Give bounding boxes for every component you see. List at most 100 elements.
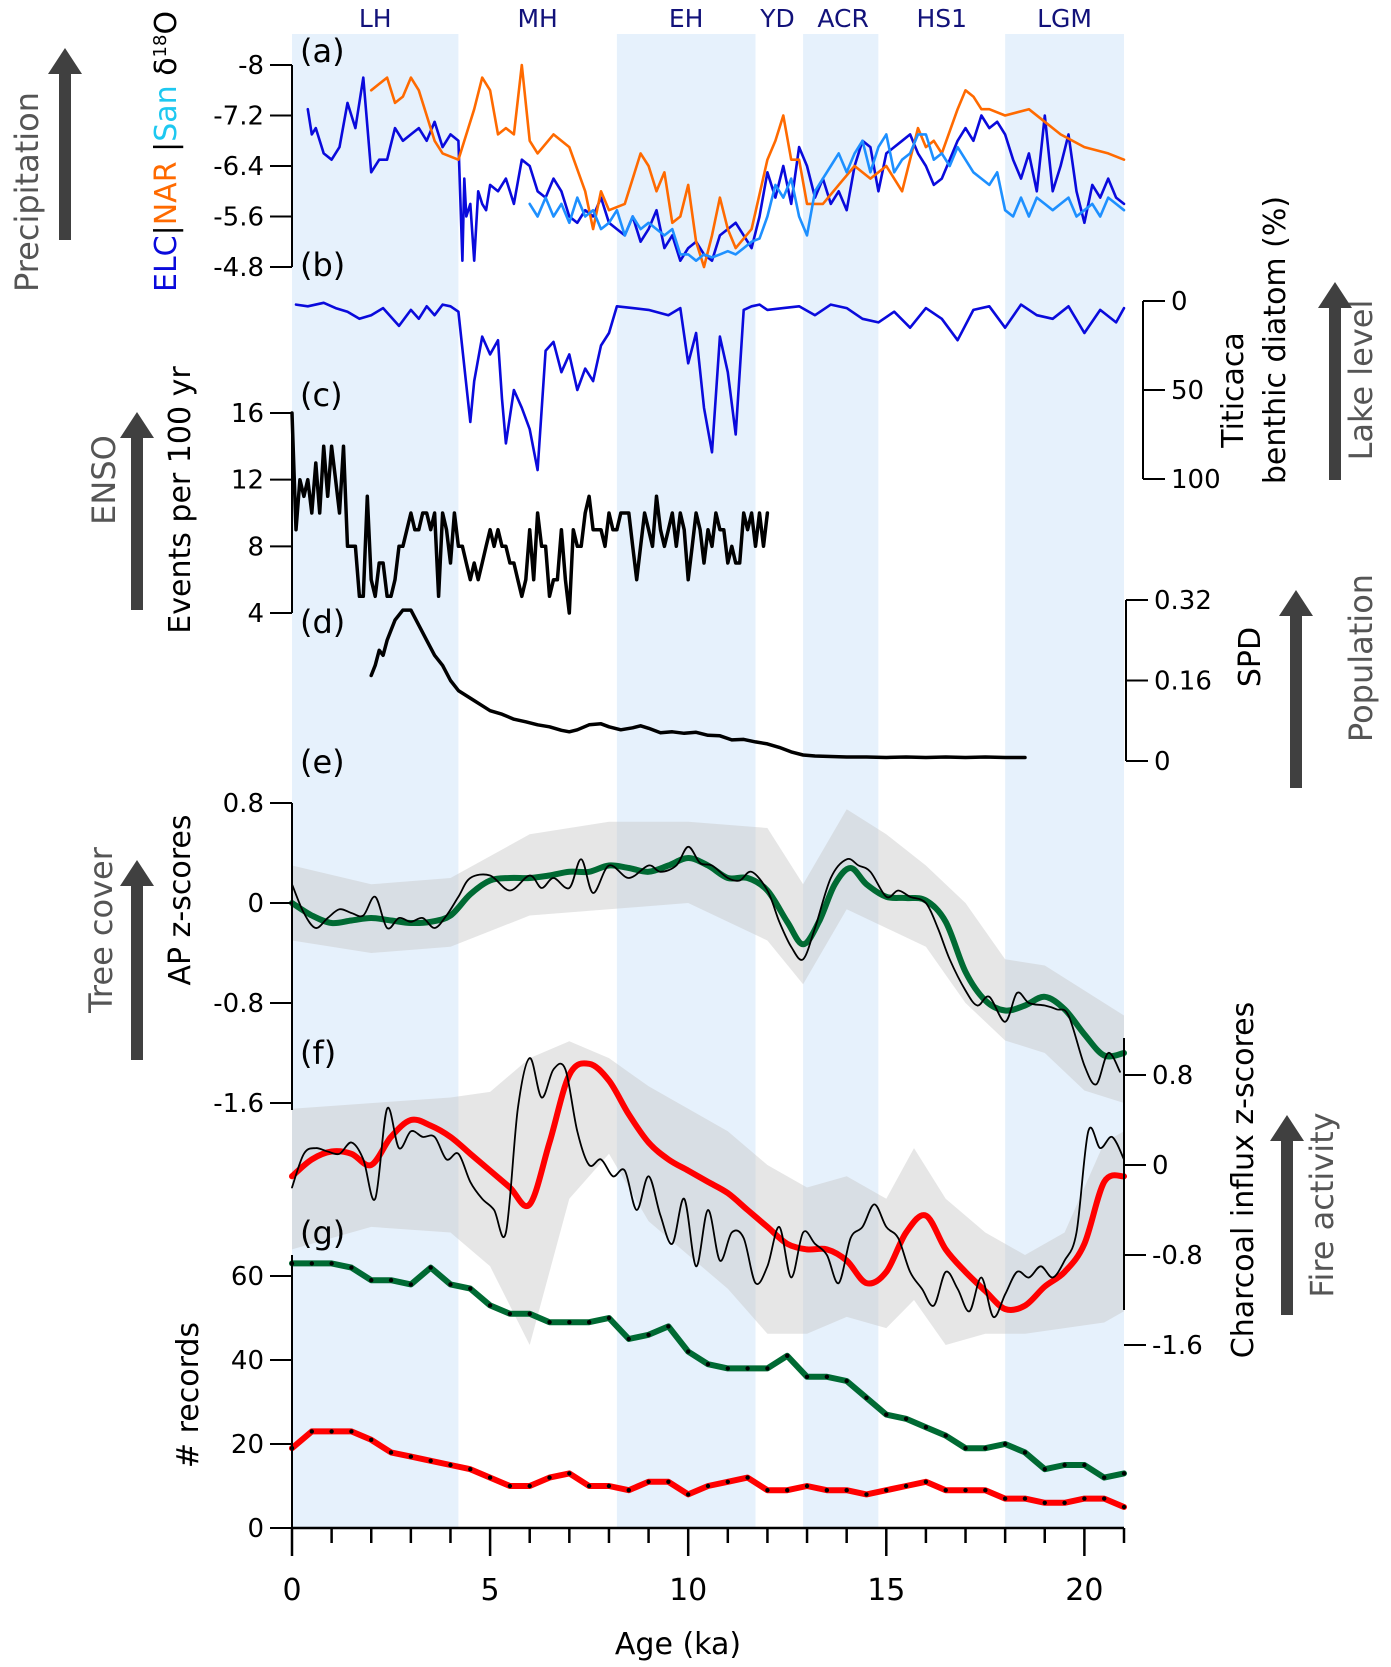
indicator-label-f: Fire activity bbox=[1303, 1112, 1341, 1297]
y-axis-title-c: Events per 100 yr bbox=[163, 366, 198, 634]
data-point bbox=[1042, 1500, 1047, 1506]
series-san bbox=[528, 133, 1126, 262]
data-point bbox=[567, 1471, 572, 1476]
data-point bbox=[963, 1488, 968, 1493]
precipitation-arrow bbox=[48, 48, 82, 240]
data-point bbox=[567, 1320, 572, 1325]
title-part: ELC bbox=[149, 235, 184, 292]
period-band-eh bbox=[616, 34, 756, 1528]
data-point bbox=[1002, 1496, 1008, 1501]
data-point bbox=[824, 1374, 830, 1380]
period-label-eh: EH bbox=[669, 4, 704, 33]
panel-g bbox=[289, 1260, 1127, 1510]
period-label-lgm: LGM bbox=[1037, 4, 1092, 33]
data-point bbox=[369, 1437, 374, 1443]
arrow-head bbox=[120, 860, 154, 886]
indicator-label-c: ENSO bbox=[85, 435, 123, 525]
tree-cover-arrow bbox=[120, 860, 154, 1060]
enso-arrow bbox=[120, 412, 154, 610]
title-part: | bbox=[149, 225, 184, 235]
indicator-label-d: Population bbox=[1342, 574, 1380, 742]
x-axis-title: Age (ka) bbox=[615, 1627, 741, 1662]
data-point bbox=[408, 1454, 414, 1459]
y-axis-title-d: SPD bbox=[1233, 627, 1268, 687]
data-point bbox=[309, 1429, 315, 1434]
y-tick-label-c: 8 bbox=[247, 532, 264, 562]
arrow-head bbox=[120, 412, 154, 438]
data-point bbox=[884, 1412, 889, 1417]
panel-e bbox=[289, 809, 1127, 1103]
arrow-head bbox=[1279, 590, 1313, 616]
data-point bbox=[923, 1479, 929, 1485]
series-titicaca-benthic-diatom bbox=[294, 301, 1126, 472]
data-point bbox=[1022, 1496, 1028, 1501]
data-point bbox=[844, 1488, 849, 1493]
data-point bbox=[1082, 1462, 1087, 1468]
y-tick-label-e: 0.8 bbox=[223, 789, 264, 819]
data-point bbox=[527, 1483, 532, 1489]
indicator-label-b: Lake level bbox=[1342, 300, 1380, 461]
indicator-label-a: Precipitation bbox=[8, 92, 46, 292]
data-point bbox=[428, 1458, 433, 1464]
data-point bbox=[765, 1366, 770, 1371]
data-point bbox=[943, 1433, 948, 1438]
data-point bbox=[983, 1446, 988, 1451]
data-point bbox=[388, 1450, 394, 1455]
data-point bbox=[1121, 1471, 1127, 1476]
arrow-shaft bbox=[1290, 612, 1302, 788]
labels-layer: (a)(b)(c)(d)(e)(f)(g)ELC|NAR |San δ18O (… bbox=[8, 0, 1380, 1468]
y-tick-label-d: 0.32 bbox=[1154, 586, 1212, 616]
y-tick-label-b: 100 bbox=[1171, 465, 1221, 495]
data-point bbox=[606, 1483, 612, 1489]
y-tick-label-a: -8 bbox=[238, 51, 264, 81]
data-point bbox=[388, 1278, 394, 1283]
y-tick-label-c: 12 bbox=[231, 466, 264, 496]
y-tick-label-b: 50 bbox=[1171, 376, 1204, 406]
x-tick-label: 20 bbox=[1065, 1573, 1103, 1608]
data-point bbox=[983, 1488, 988, 1493]
y-tick-label-a: -5.6 bbox=[213, 203, 264, 233]
data-point bbox=[666, 1324, 671, 1329]
panel-label-a: (a) bbox=[300, 32, 345, 70]
data-point bbox=[666, 1479, 671, 1485]
y-axis-title-b-line2: benthic diatom (%) bbox=[1258, 196, 1293, 484]
panel-label-e: (e) bbox=[300, 743, 345, 781]
data-point bbox=[646, 1479, 651, 1485]
period-bands bbox=[292, 34, 1124, 1528]
title-part: δ bbox=[149, 57, 184, 85]
indicator-label-e: Tree cover bbox=[82, 846, 120, 1014]
data-point bbox=[864, 1395, 869, 1401]
panel-c bbox=[290, 411, 770, 615]
y-tick-label-e: 0 bbox=[247, 889, 264, 919]
panel-label-c: (c) bbox=[300, 376, 343, 414]
series-ap-z-scores-raw bbox=[291, 845, 1121, 1086]
data-point bbox=[1022, 1450, 1028, 1455]
data-point bbox=[804, 1483, 810, 1489]
data-point bbox=[804, 1374, 810, 1380]
data-point bbox=[547, 1475, 552, 1480]
data-point bbox=[963, 1446, 968, 1451]
arrow-shaft bbox=[59, 70, 71, 240]
panel-label-f: (f) bbox=[300, 1034, 336, 1072]
y-tick-label-c: 16 bbox=[231, 399, 264, 429]
data-point bbox=[903, 1416, 909, 1422]
y-tick-label-g: 60 bbox=[231, 1262, 264, 1292]
data-point bbox=[1082, 1496, 1087, 1501]
lake-level-arrow bbox=[1318, 282, 1352, 480]
y-axis-title-a: ELC|NAR |San δ18O (‰ VPDB) bbox=[149, 0, 184, 292]
y-tick-label-f: 0 bbox=[1152, 1151, 1169, 1181]
data-point bbox=[745, 1366, 750, 1371]
population-arrow bbox=[1279, 590, 1313, 788]
y-tick-label-f: 0.8 bbox=[1152, 1061, 1193, 1091]
x-tick-label: 0 bbox=[282, 1573, 301, 1608]
data-point bbox=[527, 1311, 532, 1317]
y-tick-label-f: -0.8 bbox=[1152, 1241, 1203, 1271]
data-point bbox=[1101, 1475, 1107, 1480]
arrow-head bbox=[1318, 282, 1352, 308]
axes-layer: -8-7.2-6.4-5.6-4.805010048121600.160.32-… bbox=[213, 51, 1220, 1662]
series-elc bbox=[306, 76, 1126, 262]
x-tick-label: 10 bbox=[669, 1573, 707, 1608]
data-point bbox=[1101, 1496, 1107, 1501]
data-point bbox=[507, 1311, 513, 1317]
period-band-lgm bbox=[1005, 34, 1124, 1528]
